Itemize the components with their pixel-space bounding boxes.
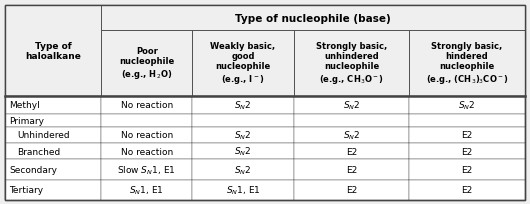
Bar <box>5 127 101 143</box>
Text: Type of nucleophile (base): Type of nucleophile (base) <box>235 14 391 24</box>
Text: Unhindered: Unhindered <box>17 131 69 140</box>
Bar <box>409 31 525 96</box>
Bar <box>101 180 192 200</box>
Text: $S_N1$, E1: $S_N1$, E1 <box>129 184 164 196</box>
Text: $S_N2$: $S_N2$ <box>234 129 252 141</box>
Text: Tertiary: Tertiary <box>10 185 43 194</box>
Bar <box>101 114 192 127</box>
Text: E2: E2 <box>461 185 473 194</box>
Text: E2: E2 <box>346 185 357 194</box>
Text: $S_N2$: $S_N2$ <box>458 99 476 112</box>
Bar <box>5 180 101 200</box>
Text: $S_N2$: $S_N2$ <box>234 99 252 112</box>
Text: Strongly basic,
hindered
nucleophile
(e.g., (CH$_3$)$_3$CO$^-$): Strongly basic, hindered nucleophile (e.… <box>426 41 508 86</box>
Text: E2: E2 <box>461 131 473 140</box>
Bar <box>192 180 294 200</box>
Bar <box>192 96 294 114</box>
Bar <box>5 6 101 96</box>
Text: Type of
haloalkane: Type of haloalkane <box>25 42 81 61</box>
Text: E2: E2 <box>346 147 357 156</box>
Text: No reaction: No reaction <box>121 131 173 140</box>
Bar <box>101 96 192 114</box>
Bar <box>192 127 294 143</box>
Bar <box>5 96 101 114</box>
Text: Strongly basic,
unhindered
nucleophile
(e.g., CH$_3$O$^-$): Strongly basic, unhindered nucleophile (… <box>316 41 387 86</box>
Bar <box>101 6 525 31</box>
Bar <box>5 114 101 127</box>
Text: $S_N2$: $S_N2$ <box>234 145 252 158</box>
Text: $S_N1$, E1: $S_N1$, E1 <box>226 184 260 196</box>
Bar <box>294 143 409 160</box>
Bar <box>192 160 294 180</box>
Bar <box>192 31 294 96</box>
Bar <box>294 160 409 180</box>
Text: Slow $S_N1$, E1: Slow $S_N1$, E1 <box>118 163 176 176</box>
Bar <box>294 114 409 127</box>
Text: No reaction: No reaction <box>121 147 173 156</box>
Bar <box>101 31 192 96</box>
Bar <box>101 160 192 180</box>
Bar <box>409 114 525 127</box>
Bar <box>101 127 192 143</box>
Bar <box>409 180 525 200</box>
Bar <box>409 143 525 160</box>
Text: No reaction: No reaction <box>121 101 173 110</box>
Bar <box>409 96 525 114</box>
Bar <box>294 31 409 96</box>
Text: Methyl: Methyl <box>10 101 40 110</box>
Text: Branched: Branched <box>17 147 60 156</box>
Text: Secondary: Secondary <box>10 165 58 174</box>
Bar <box>192 143 294 160</box>
Bar <box>5 160 101 180</box>
Text: $S_N2$: $S_N2$ <box>343 99 360 112</box>
Bar <box>192 114 294 127</box>
Bar <box>409 127 525 143</box>
Text: Poor
nucleophile
(e.g., H$_2$O): Poor nucleophile (e.g., H$_2$O) <box>119 47 174 81</box>
Bar <box>294 127 409 143</box>
Bar <box>5 143 101 160</box>
Bar <box>409 160 525 180</box>
Text: $S_N2$: $S_N2$ <box>234 163 252 176</box>
Bar <box>101 143 192 160</box>
Text: Primary: Primary <box>10 116 45 125</box>
Bar <box>294 96 409 114</box>
Text: E2: E2 <box>461 147 473 156</box>
Text: Weakly basic,
good
nucleophile
(e.g., I$^-$): Weakly basic, good nucleophile (e.g., I$… <box>210 41 276 86</box>
Bar <box>294 180 409 200</box>
Text: E2: E2 <box>461 165 473 174</box>
Text: E2: E2 <box>346 165 357 174</box>
Text: $S_N2$: $S_N2$ <box>343 129 360 141</box>
